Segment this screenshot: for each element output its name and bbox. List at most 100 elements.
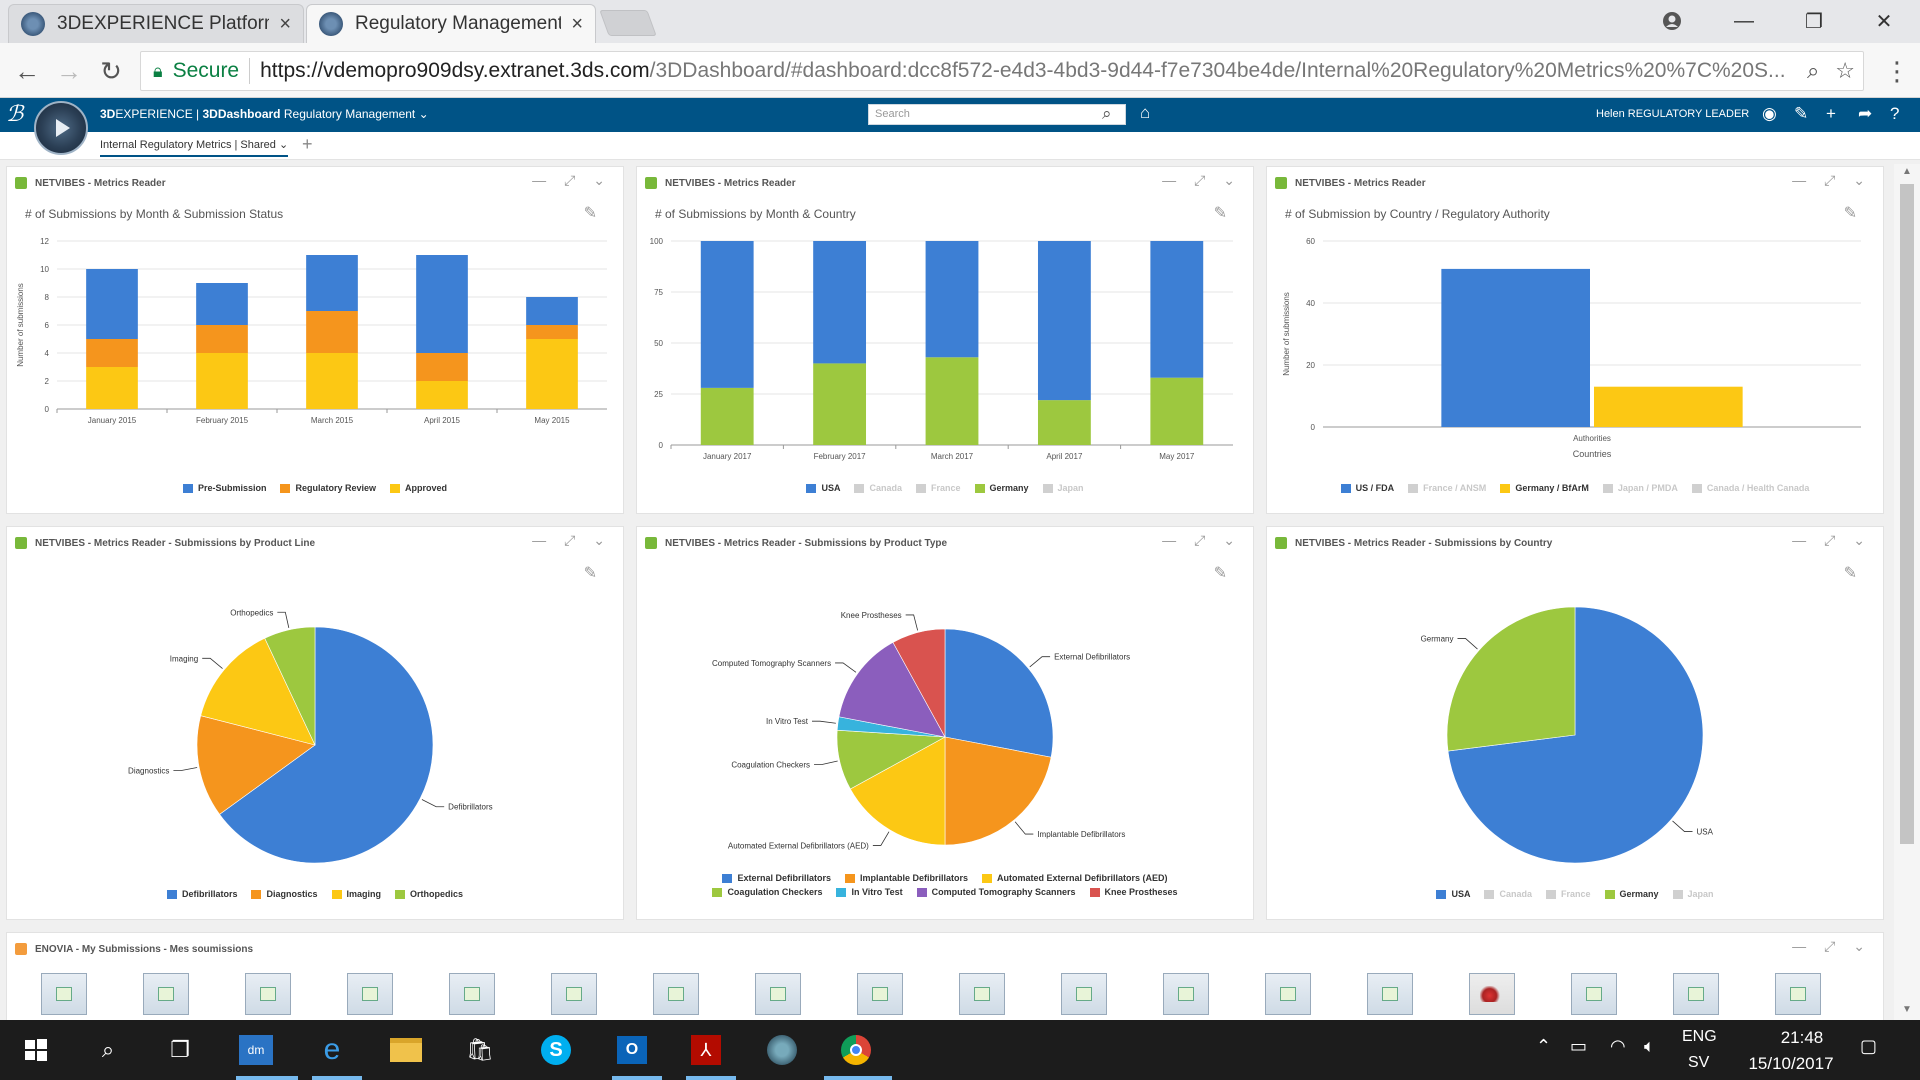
submission-thumbnail[interactable] <box>653 973 699 1015</box>
legend-item[interactable]: Canada <box>854 483 902 493</box>
forward-button[interactable]: → <box>56 55 82 86</box>
file-explorer-icon[interactable] <box>386 1032 426 1068</box>
battery-icon[interactable]: ▭ <box>1570 1036 1588 1056</box>
minimize-button[interactable]: — <box>1734 9 1754 32</box>
volume-icon[interactable]: 🔈︎ <box>1644 1036 1655 1056</box>
legend-item[interactable]: Japan <box>1042 483 1084 493</box>
submission-thumbnail[interactable] <box>959 973 1005 1015</box>
search-input[interactable]: Search <box>868 104 1126 125</box>
minimize-icon[interactable]: — <box>1792 172 1807 188</box>
add-tab-button[interactable]: + <box>302 134 313 154</box>
maximize-icon[interactable]: ⤢ <box>1824 172 1836 188</box>
maximize-icon[interactable]: ⤢ <box>1194 532 1206 548</box>
store-icon[interactable]: 🛍︎ <box>466 1037 494 1062</box>
scroll-down-icon[interactable]: ▼ <box>1902 1004 1912 1015</box>
browser-menu-icon[interactable]: ⋮ <box>1884 55 1910 86</box>
maximize-icon[interactable]: ⤢ <box>564 172 576 188</box>
legend-item[interactable]: US / FDA <box>1340 483 1394 493</box>
minimize-icon[interactable]: — <box>532 532 547 548</box>
profile-icon[interactable]: ◉ <box>1762 104 1777 123</box>
chevron-down-icon[interactable]: ⌄ <box>1853 532 1865 548</box>
address-bar[interactable]: 🔒︎ Secure https://vdemopro909dsy.extrane… <box>140 51 1864 91</box>
legend-item[interactable]: Knee Prostheses <box>1089 887 1178 897</box>
compass-icon[interactable] <box>34 101 88 155</box>
share-icon[interactable]: ➦ <box>1858 104 1873 123</box>
chevron-down-icon[interactable]: ⌄ <box>1223 172 1235 188</box>
edit-pencil-icon[interactable]: ✎ <box>1213 565 1227 582</box>
tab-internal-regulatory-metrics[interactable]: Internal Regulatory Metrics | Shared ⌄ <box>100 138 289 157</box>
app-title[interactable]: 3DEXPERIENCE | 3DDashboard Regulatory Ma… <box>100 107 429 121</box>
edit-pencil-icon[interactable]: ✎ <box>1843 205 1857 222</box>
zoom-icon[interactable]: ⌕ <box>1806 58 1820 83</box>
submission-thumbnail[interactable] <box>1469 973 1515 1015</box>
profile-icon[interactable] <box>1648 6 1696 36</box>
legend-item[interactable]: In Vitro Test <box>836 887 903 897</box>
back-button[interactable]: ← <box>14 55 40 86</box>
tag-add-icon[interactable]: ✎ <box>1794 104 1809 123</box>
browser-tab-3dexperience[interactable]: 3DEXPERIENCE Platform × <box>8 4 304 43</box>
submission-thumbnail[interactable] <box>1163 973 1209 1015</box>
maximize-icon[interactable]: ⤢ <box>1824 938 1836 954</box>
url-text[interactable]: https://vdemopro909dsy.extranet.3ds.com/… <box>260 59 1799 83</box>
scroll-thumb[interactable] <box>1900 184 1914 844</box>
legend-item[interactable]: Germany <box>974 483 1029 493</box>
chevron-down-icon[interactable]: ⌄ <box>1223 532 1235 548</box>
legend-item[interactable]: Implantable Defibrillators <box>844 873 968 883</box>
chevron-down-icon[interactable]: ⌄ <box>593 532 605 548</box>
legend-item[interactable]: USA <box>806 483 840 493</box>
app-dm-icon[interactable]: dm <box>236 1032 276 1068</box>
submission-thumbnail[interactable] <box>143 973 189 1015</box>
submission-thumbnail[interactable] <box>1571 973 1617 1015</box>
bookmark-star-icon[interactable]: ☆ <box>1835 58 1855 83</box>
edge-browser-icon[interactable]: e <box>323 1033 341 1066</box>
legend-item[interactable]: Diagnostics <box>251 889 318 899</box>
legend-item[interactable]: Japan / PMDA <box>1602 483 1678 493</box>
legend-item[interactable]: Pre-Submission <box>182 483 266 493</box>
legend-item[interactable]: Regulatory Review <box>280 483 376 493</box>
legend-item[interactable]: Approved <box>390 483 447 493</box>
legend-item[interactable]: France <box>915 483 961 493</box>
edit-pencil-icon[interactable]: ✎ <box>1843 565 1857 582</box>
windows-start-icon[interactable] <box>16 1032 56 1068</box>
submission-thumbnail[interactable] <box>1775 973 1821 1015</box>
task-view-icon[interactable]: ❐ <box>170 1037 190 1062</box>
chevron-down-icon[interactable]: ⌄ <box>1853 172 1865 188</box>
legend-item[interactable]: USA <box>1436 889 1470 899</box>
clock-time[interactable]: 21:48 <box>1780 1028 1824 1047</box>
submission-thumbnail[interactable] <box>755 973 801 1015</box>
chevron-up-icon[interactable]: ⌃ <box>1536 1036 1552 1056</box>
clock-date[interactable]: 15/10/2017 <box>1748 1054 1834 1073</box>
browser-tab-regulatory-management[interactable]: Regulatory Management × <box>306 4 596 43</box>
new-tab-button[interactable] <box>599 10 657 36</box>
edit-pencil-icon[interactable]: ✎ <box>1213 205 1227 222</box>
submission-thumbnail[interactable] <box>1265 973 1311 1015</box>
search-icon[interactable]: ⌕ <box>1102 104 1112 123</box>
edit-pencil-icon[interactable]: ✎ <box>583 565 597 582</box>
acrobat-icon[interactable]: ⅄ <box>686 1032 726 1068</box>
close-window-button[interactable]: ✕ <box>1875 10 1893 33</box>
minimize-icon[interactable]: — <box>1162 172 1177 188</box>
help-icon[interactable]: ? <box>1890 104 1900 123</box>
reload-button[interactable]: ↻ <box>100 55 122 86</box>
legend-item[interactable]: Automated External Defibrillators (AED) <box>982 873 1168 883</box>
legend-item[interactable]: France / ANSM <box>1408 483 1486 493</box>
add-icon[interactable]: + <box>1826 104 1836 123</box>
submission-thumbnail[interactable] <box>41 973 87 1015</box>
submission-thumbnail[interactable] <box>449 973 495 1015</box>
language-indicator[interactable]: ENG <box>1682 1028 1717 1045</box>
submission-thumbnail[interactable] <box>245 973 291 1015</box>
tab-close-icon[interactable]: × <box>571 12 583 35</box>
search-icon[interactable]: ⌕ <box>101 1037 115 1062</box>
wifi-icon[interactable]: ◠ <box>1610 1036 1626 1056</box>
globe-app-icon[interactable] <box>762 1032 802 1068</box>
minimize-icon[interactable]: — <box>1162 532 1177 548</box>
submission-thumbnail[interactable] <box>1367 973 1413 1015</box>
notifications-icon[interactable]: ▢ <box>1860 1036 1878 1056</box>
submission-thumbnail[interactable] <box>347 973 393 1015</box>
outlook-icon[interactable]: O <box>612 1032 652 1068</box>
user-name[interactable]: Helen REGULATORY LEADER <box>1596 108 1750 120</box>
legend-item[interactable]: Coagulation Checkers <box>712 887 822 897</box>
skype-icon[interactable]: S <box>536 1032 576 1068</box>
legend-item[interactable]: Germany / BfArM <box>1500 483 1589 493</box>
submission-thumbnail[interactable] <box>1673 973 1719 1015</box>
